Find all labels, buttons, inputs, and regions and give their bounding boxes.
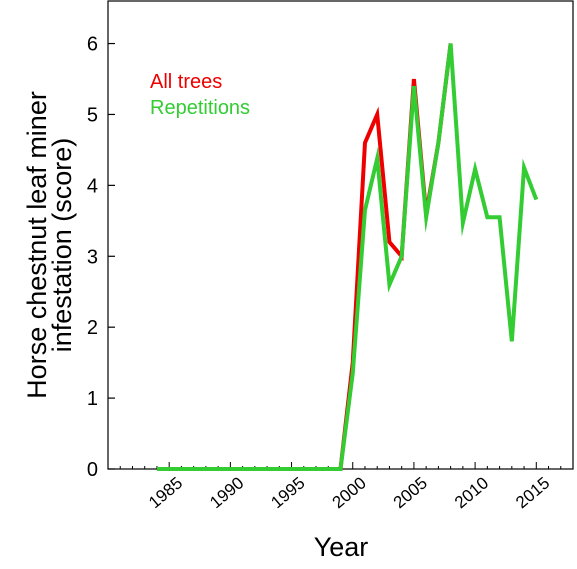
legend-entry-all-trees: All trees <box>150 71 222 93</box>
x-tick-label: 2000 <box>329 473 370 512</box>
x-tick-label: 1985 <box>145 473 186 512</box>
y-tick-label: 6 <box>87 34 98 56</box>
x-tick-label: 1990 <box>206 473 247 512</box>
series-line-repetitions <box>156 43 539 471</box>
y-tick-label: 0 <box>87 459 98 481</box>
x-axis-title: Year <box>314 532 369 562</box>
x-tick-label: 1995 <box>267 473 308 512</box>
y-tick-label: 5 <box>87 104 98 126</box>
y-tick-label: 2 <box>87 317 98 339</box>
y-tick-label: 3 <box>87 246 98 268</box>
y-tick-label: 4 <box>87 175 98 197</box>
x-tick-label: 2015 <box>512 473 553 512</box>
x-tick-label: 2005 <box>390 473 431 512</box>
legend-entry-repetitions: Repetitions <box>150 97 250 119</box>
y-axis-ticks: 0 1 2 3 4 5 6 <box>87 34 115 481</box>
y-axis-title: Horse chestnut leaf miner infestation (s… <box>22 91 77 399</box>
series-lines <box>156 43 539 471</box>
legend: All trees Repetitions <box>150 71 250 119</box>
y-axis-title-line-2: infestation (score) <box>47 138 77 353</box>
x-tick-label: 2010 <box>451 473 492 512</box>
y-axis-title-line-1: Horse chestnut leaf miner <box>22 91 52 399</box>
y-tick-label: 1 <box>87 388 98 410</box>
